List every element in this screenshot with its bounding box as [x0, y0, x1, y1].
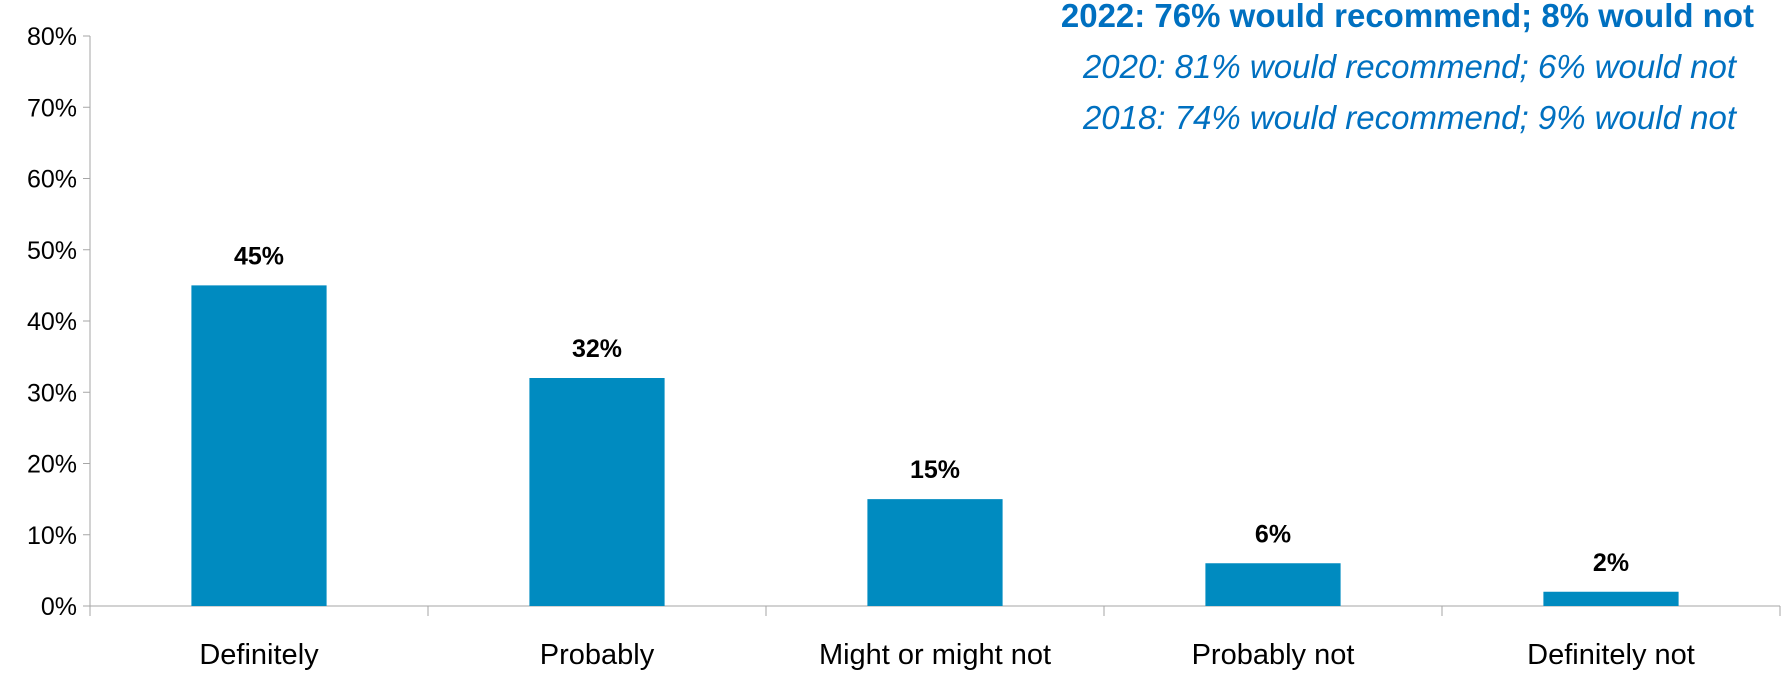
y-axis: 0% 10% 20% 30% 40% 50% 60% 70% 80% — [27, 23, 91, 621]
bar — [867, 499, 1003, 606]
x-tick-label: Probably — [540, 639, 655, 671]
data-label: 2% — [1593, 549, 1629, 577]
bar — [1205, 563, 1341, 606]
x-tick-label: Might or might not — [819, 639, 1051, 671]
annotation-2022: 2022: 76% would recommend; 8% would not — [1061, 0, 1754, 34]
y-tick-label: 70% — [27, 94, 77, 122]
bars — [191, 285, 1679, 606]
y-tick-label: 60% — [27, 166, 77, 194]
annotations: 2022: 76% would recommend; 8% would not … — [1061, 0, 1754, 136]
y-tick-label: 0% — [41, 593, 77, 621]
bar — [191, 285, 327, 606]
data-label: 6% — [1255, 520, 1291, 548]
data-label: 45% — [234, 242, 284, 270]
x-tick-label: Definitely not — [1527, 639, 1695, 671]
annotation-2020: 2020: 81% would recommend; 6% would not — [1082, 48, 1738, 85]
y-tick-label: 10% — [27, 522, 77, 550]
y-tick-label: 30% — [27, 379, 77, 407]
annotation-2018: 2018: 74% would recommend; 9% would not — [1082, 99, 1738, 136]
bar — [1543, 591, 1679, 606]
y-tick-label: 20% — [27, 451, 77, 479]
x-tick-label: Probably not — [1192, 639, 1355, 671]
data-label: 32% — [572, 335, 622, 363]
x-axis: Definitely Probably Might or might not Prob… — [89, 605, 1781, 671]
data-labels: 45% 32% 15% 6% 2% — [234, 242, 1629, 576]
x-tick-label: Definitely — [199, 639, 319, 671]
y-tick-label: 80% — [27, 23, 77, 51]
bar — [529, 378, 665, 606]
data-label: 15% — [910, 456, 960, 484]
y-tick-label: 50% — [27, 237, 77, 265]
y-tick-label: 40% — [27, 308, 77, 336]
